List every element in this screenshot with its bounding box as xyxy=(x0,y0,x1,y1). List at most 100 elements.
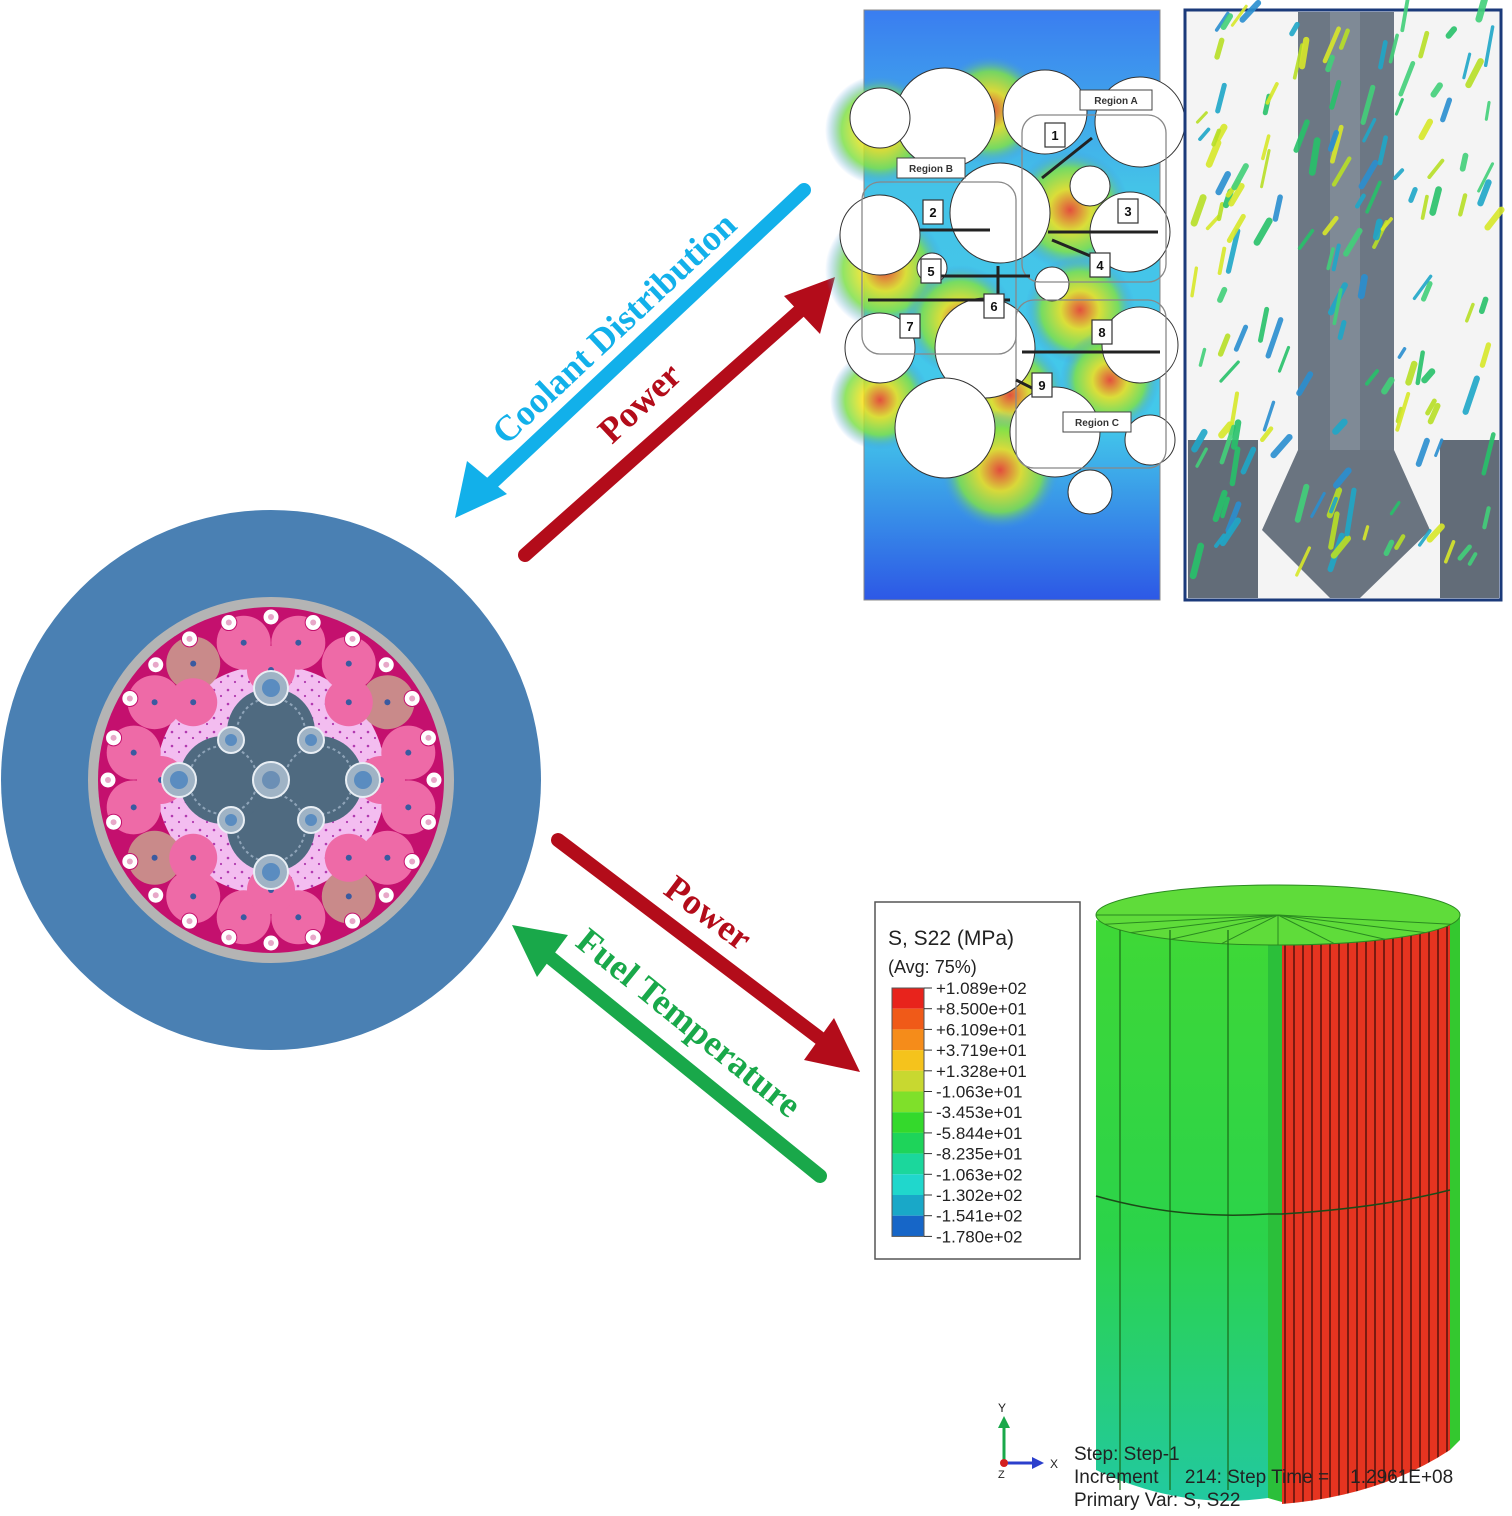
vortex-streak xyxy=(1357,273,1368,300)
vortex-streak xyxy=(1343,227,1363,257)
small-channel-core xyxy=(152,661,159,668)
vortex-streak xyxy=(1462,375,1480,415)
vortex-streak xyxy=(1225,228,1241,274)
central-channel-core xyxy=(262,771,280,789)
small-channel-core xyxy=(110,819,117,826)
legend-value: +1.089e+02 xyxy=(936,979,1027,998)
small-channel-core xyxy=(409,858,416,865)
vortex-streak xyxy=(1190,266,1199,298)
vortex-streak xyxy=(1329,496,1338,514)
vortex-streak xyxy=(1395,391,1411,432)
cylinder-left-body xyxy=(1096,920,1268,1501)
vortex-streak xyxy=(1226,213,1246,243)
vortex-streak xyxy=(1332,288,1343,326)
vortex-rod-highlight xyxy=(1330,12,1360,452)
axis-y-label: Y xyxy=(998,1401,1006,1415)
instrument-channel-core xyxy=(262,863,280,881)
cfd-rod xyxy=(1067,469,1113,515)
vortex-streak xyxy=(1219,424,1236,465)
small-channel-core xyxy=(186,918,193,925)
cfd-probe-number: 5 xyxy=(927,264,934,279)
fuel-element-center xyxy=(405,804,412,811)
fuel-temp-arrow-shaft xyxy=(529,939,827,1183)
central-assemblies xyxy=(161,670,381,890)
legend-title: S, S22 (MPa) xyxy=(888,927,1014,950)
instrument-channel-core xyxy=(354,771,372,789)
vortex-streak xyxy=(1478,296,1489,315)
small-channel-core xyxy=(268,614,274,620)
small-channel-core xyxy=(186,635,193,642)
vortex-streak xyxy=(1427,402,1441,425)
vortex-streak xyxy=(1380,217,1393,232)
vortex-streak xyxy=(1294,483,1310,523)
cylinder-top-mesh-line xyxy=(1277,914,1452,925)
vortex-streak xyxy=(1420,194,1429,220)
cfd-region-label: Region C xyxy=(1075,418,1119,429)
fea-fuel-cylinder xyxy=(1095,884,1461,1504)
vortex-streak xyxy=(1420,281,1433,302)
vortex-streak xyxy=(1217,286,1228,303)
cfd-probe-box xyxy=(920,258,942,284)
vortex-streak xyxy=(1388,33,1399,64)
vortex-streak xyxy=(1218,421,1234,439)
small-channel-core xyxy=(383,892,390,899)
vortex-streak xyxy=(1365,180,1382,214)
small-channel-core xyxy=(349,918,356,925)
vortex-streak xyxy=(1230,4,1248,27)
vortex-streak xyxy=(1400,0,1410,33)
fea-primary-var-text: Primary Var: S, S22 xyxy=(1074,1490,1240,1511)
vortex-streak xyxy=(1295,546,1312,577)
small-channels xyxy=(99,608,443,952)
cfd-probe-number: 9 xyxy=(1038,378,1045,393)
small-channel-core xyxy=(310,619,317,626)
legend-value: -1.541e+02 xyxy=(936,1207,1023,1226)
fuel-element-center xyxy=(190,660,197,667)
vortex-streak xyxy=(1462,52,1472,80)
vortex-streak xyxy=(1395,406,1404,424)
small-channel-core xyxy=(268,940,274,946)
axis-x-head xyxy=(1032,1457,1044,1469)
cfd-region-outline xyxy=(1021,114,1167,283)
legend-swatch xyxy=(892,1132,924,1154)
cylinder-cut-face xyxy=(1282,920,1450,1504)
fuel-temp-arrow-head xyxy=(512,925,568,977)
vortex-streak xyxy=(1190,194,1207,227)
instrument-channel-core xyxy=(170,771,188,789)
fuel-element-center xyxy=(345,893,352,900)
cfd-probe-number: 4 xyxy=(1096,258,1104,273)
power-bottom-arrow-head xyxy=(804,1018,860,1072)
small-channel-core xyxy=(431,777,437,783)
fuel-element-center xyxy=(345,660,352,667)
cfd-region-label-box xyxy=(1062,411,1132,433)
fea-increment-text: Increment 214: Step Time = 1.2961E+08 xyxy=(1074,1467,1453,1488)
cfd-probe-number: 3 xyxy=(1124,204,1131,219)
vortex-streak xyxy=(1483,25,1495,68)
legend-value: -1.063e+01 xyxy=(936,1083,1023,1102)
small-channel-core xyxy=(409,695,416,702)
vortex-streak xyxy=(1220,496,1230,519)
vortex-streak xyxy=(1289,21,1300,37)
legend-swatch xyxy=(892,1050,924,1071)
cfd-rod xyxy=(1101,306,1179,384)
small-channel-core xyxy=(225,619,232,626)
fuel-element-center xyxy=(345,854,352,861)
cfd-probe-number: 8 xyxy=(1098,325,1105,340)
legend-swatch xyxy=(892,1215,924,1237)
cfd-probe-box xyxy=(1091,319,1113,345)
vortex-streak xyxy=(1233,324,1249,352)
legend-value: -1.302e+02 xyxy=(936,1186,1023,1205)
legend-swatch xyxy=(892,1070,924,1092)
vortex-streak xyxy=(1440,97,1453,123)
fuel-element-center xyxy=(190,893,197,900)
cylinder-top-mesh-line xyxy=(1277,914,1426,934)
vortex-streak xyxy=(1272,194,1283,222)
vortex-streak xyxy=(1270,433,1293,459)
fea-step-text: Step: Step-1 xyxy=(1074,1444,1180,1465)
vortex-streak xyxy=(1265,82,1279,105)
vortex-streak xyxy=(1458,193,1468,217)
vortex-streak xyxy=(1260,148,1271,189)
cfd-probe-lines xyxy=(868,136,1160,394)
fuel-temperature-label: Fuel Temperature xyxy=(569,920,809,1125)
vortex-streak xyxy=(1389,500,1401,516)
vortex-streak xyxy=(1195,447,1208,468)
